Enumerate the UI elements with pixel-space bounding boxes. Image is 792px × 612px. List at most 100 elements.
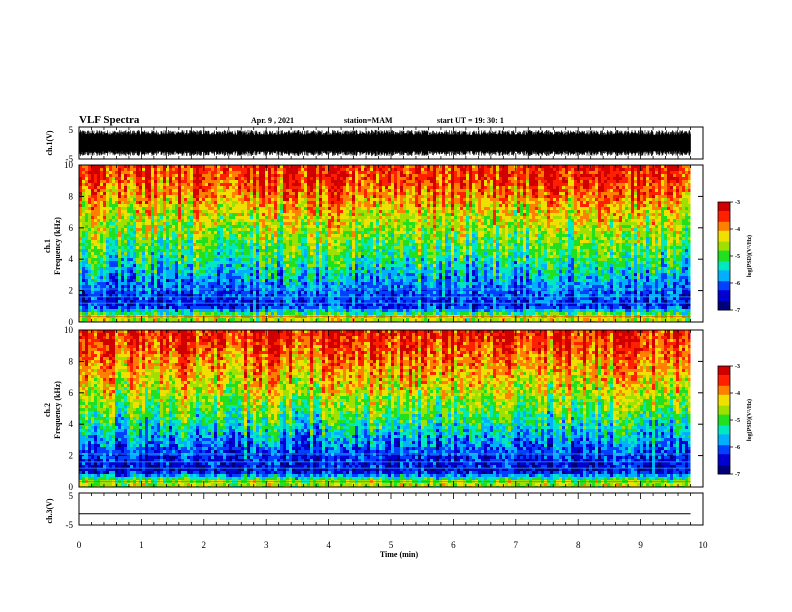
spectrogram-cell	[259, 174, 262, 177]
spectrogram-cell	[253, 171, 256, 174]
spectrogram-cell	[82, 222, 85, 225]
spectrogram-cell	[667, 222, 670, 225]
spectrogram-cell	[211, 198, 214, 201]
spectrogram-cell	[433, 168, 436, 171]
spectrogram-cell	[79, 228, 82, 231]
spectrogram-cell	[133, 210, 136, 213]
spectrogram-cell	[448, 171, 451, 174]
spectrogram-cell	[145, 207, 148, 210]
spectrogram-cell	[337, 204, 340, 207]
spectrogram-cell	[661, 228, 664, 231]
spectrogram-cell	[94, 192, 97, 195]
spectrogram-cell	[538, 195, 541, 198]
spectrogram-cell	[631, 192, 634, 195]
spectrogram-cell	[295, 201, 298, 204]
spectrogram-cell	[346, 195, 349, 198]
spectrogram-cell	[439, 207, 442, 210]
spectrogram-cell	[652, 195, 655, 198]
spectrogram-cell	[133, 177, 136, 180]
spectrogram-cell	[142, 234, 145, 237]
spectrogram-cell	[280, 198, 283, 201]
spectrogram-cell	[580, 210, 583, 213]
spectrogram-cell	[241, 231, 244, 234]
spectrogram-cell	[130, 216, 133, 219]
spectrogram-cell	[331, 186, 334, 189]
spectrogram-cell	[499, 180, 502, 183]
spectrogram-cell	[91, 225, 94, 228]
spectrogram-cell	[553, 222, 556, 225]
spectrogram-cell	[181, 204, 184, 207]
spectrogram-cell	[238, 186, 241, 189]
spectrogram-cell	[622, 219, 625, 222]
spectrogram-cell	[592, 207, 595, 210]
spectrogram-cell	[490, 201, 493, 204]
spectrogram-cell	[232, 222, 235, 225]
spectrogram-cell	[88, 192, 91, 195]
spectrogram-cell	[283, 186, 286, 189]
spectrogram-cell	[412, 228, 415, 231]
spectrogram-cell	[676, 180, 679, 183]
spectrogram-cell	[115, 225, 118, 228]
spectrogram-cell	[373, 219, 376, 222]
spectrogram-cell	[343, 213, 346, 216]
spectrogram-cell	[622, 198, 625, 201]
spectrogram-cell	[568, 222, 571, 225]
spectrogram-cell	[430, 216, 433, 219]
spectrogram-cell	[661, 231, 664, 234]
spectrogram-cell	[679, 171, 682, 174]
spectrogram-cell	[580, 216, 583, 219]
spectrogram-cell	[418, 213, 421, 216]
spectrogram-cell	[217, 201, 220, 204]
spectrogram-cell	[367, 216, 370, 219]
spectrogram-cell	[265, 225, 268, 228]
spectrogram-cell	[382, 180, 385, 183]
spectrogram-cell	[160, 174, 163, 177]
spectrogram-cell	[571, 198, 574, 201]
spectrogram-cell	[457, 225, 460, 228]
spectrogram-cell	[631, 201, 634, 204]
spectrogram-cell	[466, 219, 469, 222]
spectrogram-cell	[172, 210, 175, 213]
spectrogram-cell	[625, 213, 628, 216]
spectrogram-cell	[88, 207, 91, 210]
spectrogram-cell	[589, 189, 592, 192]
spectrogram-cell	[430, 210, 433, 213]
spectrogram-cell	[457, 213, 460, 216]
spectrogram-cell	[253, 168, 256, 171]
spectrogram-cell	[187, 210, 190, 213]
spectrogram-cell	[640, 231, 643, 234]
spectrogram-cell	[541, 195, 544, 198]
spectrogram-cell	[358, 177, 361, 180]
spectrogram-cell	[79, 180, 82, 183]
spectrogram-cell	[205, 186, 208, 189]
spectrogram-cell	[91, 234, 94, 237]
spectrogram-cell	[556, 231, 559, 234]
spectrogram-cell	[400, 192, 403, 195]
spectrogram-cell	[325, 222, 328, 225]
spectrogram-cell	[157, 222, 160, 225]
spectrogram-cell	[337, 216, 340, 219]
spectrogram-cell	[262, 195, 265, 198]
spectrogram-cell	[388, 171, 391, 174]
spectrogram-cell	[586, 195, 589, 198]
spectrogram-cell	[577, 222, 580, 225]
spectrogram-cell	[148, 222, 151, 225]
spectrogram-cell	[637, 171, 640, 174]
spectrogram-cell	[673, 192, 676, 195]
spectrogram-cell	[493, 210, 496, 213]
spectrogram-cell	[394, 204, 397, 207]
spectrogram-cell	[343, 204, 346, 207]
spectrogram-cell	[148, 216, 151, 219]
spectrogram-cell	[235, 204, 238, 207]
spectrogram-cell	[184, 183, 187, 186]
spectrogram-cell	[451, 234, 454, 237]
spectrogram-cell	[448, 195, 451, 198]
spectrogram-cell	[151, 213, 154, 216]
spectrogram-cell	[124, 210, 127, 213]
spectrogram-cell	[226, 231, 229, 234]
spectrogram-cell	[319, 183, 322, 186]
spectrogram-cell	[208, 174, 211, 177]
spectrogram-cell	[247, 171, 250, 174]
spectrogram-cell	[685, 198, 688, 201]
spectrogram-cell	[229, 171, 232, 174]
